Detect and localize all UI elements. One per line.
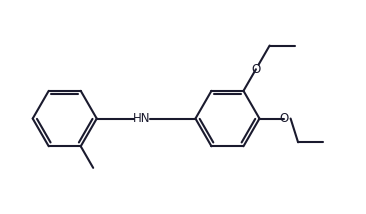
Text: O: O [280, 112, 289, 125]
Text: HN: HN [133, 112, 150, 125]
Text: O: O [251, 63, 261, 76]
